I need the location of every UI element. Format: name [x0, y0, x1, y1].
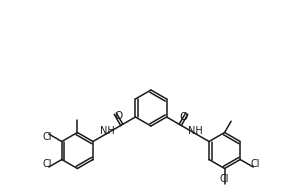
- Text: NH: NH: [188, 126, 202, 136]
- Text: Cl: Cl: [220, 174, 229, 184]
- Text: NH: NH: [100, 126, 114, 136]
- Text: O: O: [180, 112, 188, 122]
- Text: Cl: Cl: [42, 132, 52, 142]
- Text: Cl: Cl: [250, 159, 260, 169]
- Text: Cl: Cl: [42, 159, 52, 169]
- Text: O: O: [114, 111, 122, 121]
